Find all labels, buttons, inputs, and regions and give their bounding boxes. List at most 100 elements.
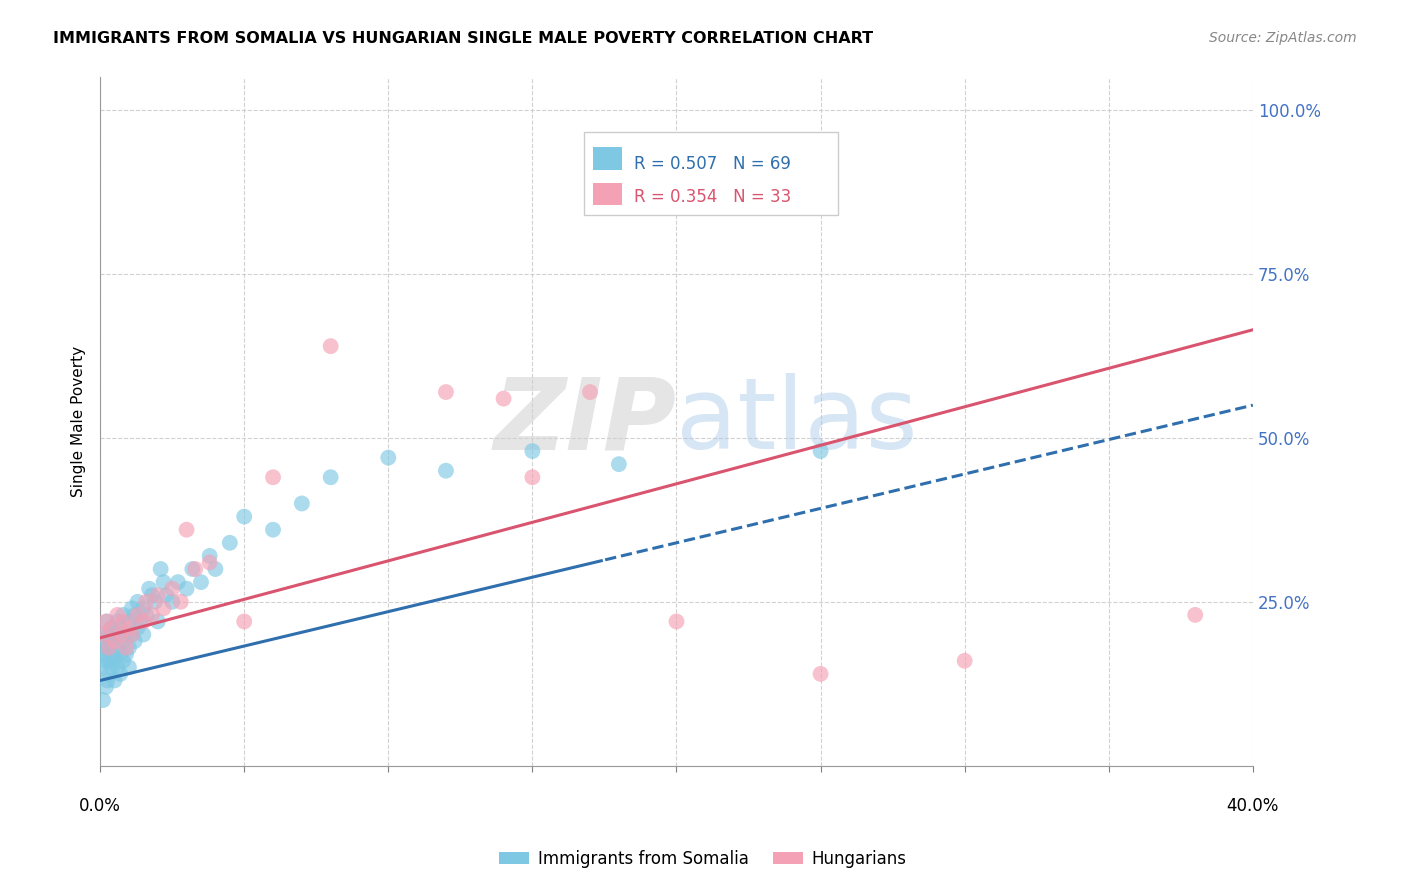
Point [94, 634, 117, 648]
Text: R = 0.354   N = 33: R = 0.354 N = 33 [634, 188, 792, 206]
Point [218, 536, 240, 550]
Point [93, 654, 115, 668]
Point [198, 556, 221, 570]
Text: 0.0%: 0.0% [79, 797, 121, 814]
Point [121, 627, 143, 641]
Bar [593, 183, 623, 205]
Point [160, 595, 183, 609]
Point [97, 627, 120, 641]
Point [110, 666, 132, 681]
Point [152, 601, 174, 615]
Point [1184, 607, 1206, 622]
Point [100, 634, 122, 648]
Point [103, 627, 125, 641]
Point [91, 627, 114, 641]
Point [107, 607, 129, 622]
Point [319, 470, 342, 484]
Point [112, 615, 135, 629]
Point [110, 627, 132, 641]
Point [810, 444, 832, 458]
Point [127, 607, 149, 622]
Point [97, 654, 120, 668]
Point [132, 601, 155, 615]
Point [90, 660, 112, 674]
Point [146, 615, 169, 629]
Point [118, 660, 141, 674]
Point [97, 640, 120, 655]
Point [233, 615, 256, 629]
Point [115, 647, 138, 661]
Point [170, 595, 193, 609]
FancyBboxPatch shape [585, 133, 838, 215]
Point [155, 588, 177, 602]
Point [118, 615, 141, 629]
Point [665, 615, 688, 629]
Point [124, 607, 146, 622]
Bar [593, 147, 623, 169]
Point [107, 640, 129, 655]
Point [233, 509, 256, 524]
Text: ZIP: ZIP [494, 373, 676, 470]
Point [107, 660, 129, 674]
Point [103, 634, 125, 648]
Point [135, 607, 157, 622]
Point [112, 607, 135, 622]
Point [96, 673, 118, 688]
Point [190, 575, 212, 590]
Point [160, 582, 183, 596]
Point [204, 562, 226, 576]
Point [522, 444, 544, 458]
Point [115, 640, 138, 655]
Point [141, 607, 163, 622]
Text: IMMIGRANTS FROM SOMALIA VS HUNGARIAN SINGLE MALE POVERTY CORRELATION CHART: IMMIGRANTS FROM SOMALIA VS HUNGARIAN SIN… [53, 31, 873, 46]
Point [115, 627, 138, 641]
Point [127, 595, 149, 609]
Point [377, 450, 399, 465]
Point [579, 385, 602, 400]
Point [146, 588, 169, 602]
Point [434, 464, 457, 478]
Point [492, 392, 515, 406]
Point [132, 627, 155, 641]
Point [94, 680, 117, 694]
Point [953, 654, 976, 668]
Point [112, 634, 135, 648]
Point [262, 523, 284, 537]
Point [110, 621, 132, 635]
Point [97, 666, 120, 681]
Point [176, 523, 198, 537]
Point [100, 647, 122, 661]
Point [129, 615, 152, 629]
Point [100, 621, 122, 635]
Point [94, 647, 117, 661]
Point [319, 339, 342, 353]
Point [434, 385, 457, 400]
Point [184, 562, 207, 576]
Point [93, 627, 115, 641]
Point [141, 588, 163, 602]
Point [132, 615, 155, 629]
Point [118, 640, 141, 655]
Point [94, 615, 117, 629]
Point [121, 601, 143, 615]
Point [522, 470, 544, 484]
Point [138, 582, 160, 596]
Text: atlas: atlas [676, 373, 918, 470]
Point [176, 582, 198, 596]
Point [143, 595, 166, 609]
Point [110, 647, 132, 661]
Point [262, 470, 284, 484]
Point [291, 496, 314, 510]
Text: R = 0.507   N = 69: R = 0.507 N = 69 [634, 155, 790, 173]
Point [103, 654, 125, 668]
Point [124, 634, 146, 648]
Point [121, 627, 143, 641]
Point [103, 673, 125, 688]
Point [198, 549, 221, 563]
Legend: Immigrants from Somalia, Hungarians: Immigrants from Somalia, Hungarians [492, 844, 914, 875]
Point [97, 640, 120, 655]
Point [135, 595, 157, 609]
Point [167, 575, 190, 590]
Point [152, 575, 174, 590]
Point [127, 621, 149, 635]
